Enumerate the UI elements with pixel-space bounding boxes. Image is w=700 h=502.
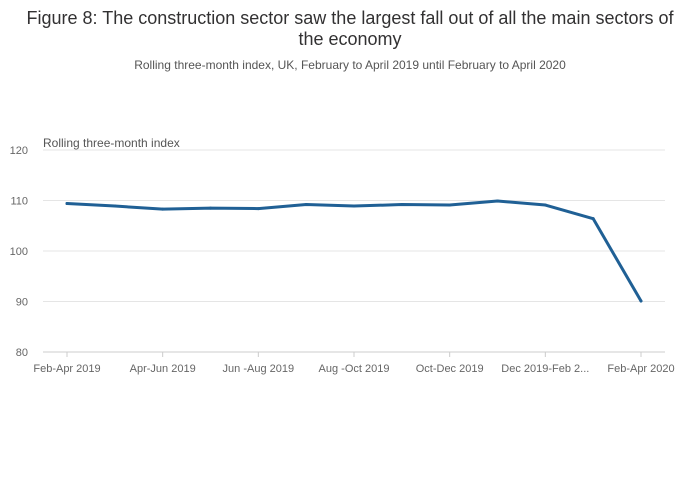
x-tick-label: Aug -Oct 2019 [319,363,390,375]
x-tick-label: Oct-Dec 2019 [416,363,484,375]
x-axis: Feb-Apr 2019 Apr-Jun 2019 Jun -Aug 2019 Aug… [33,352,675,375]
x-tick-label: Feb-Apr 2019 [33,363,100,375]
x-tick-label: Feb-Apr 2020 [607,363,674,375]
series-layer [65,199,643,303]
y-axis: 80 90 100 110 120 [10,145,28,359]
y-tick-label: 80 [16,347,28,359]
data-point [304,203,308,207]
data-point [209,206,212,210]
data-point [256,207,260,211]
y-tick-label: 100 [10,246,28,258]
y-tick-label: 90 [16,297,28,309]
x-tick-label: Apr-Jun 2019 [130,363,196,375]
data-point [639,299,643,303]
data-point [496,199,499,203]
data-point [352,204,356,208]
y-axis-label: Rolling three-month index [43,136,180,150]
data-point [591,217,595,221]
y-tick-label: 120 [10,145,28,157]
x-tick-label: Dec 2019-Feb 2... [501,363,589,375]
data-point [65,202,69,206]
chart-title: Figure 8: The construction sector saw th… [26,8,674,49]
y-tick-label: 110 [10,196,28,208]
chart-subtitle: Rolling three-month index, UK, February … [134,58,566,72]
data-point [543,203,547,207]
data-point [161,207,165,211]
data-point [400,203,404,207]
gridlines [43,149,665,353]
data-point [448,203,452,207]
data-point [113,204,117,208]
x-tick-label: Jun -Aug 2019 [223,363,295,375]
